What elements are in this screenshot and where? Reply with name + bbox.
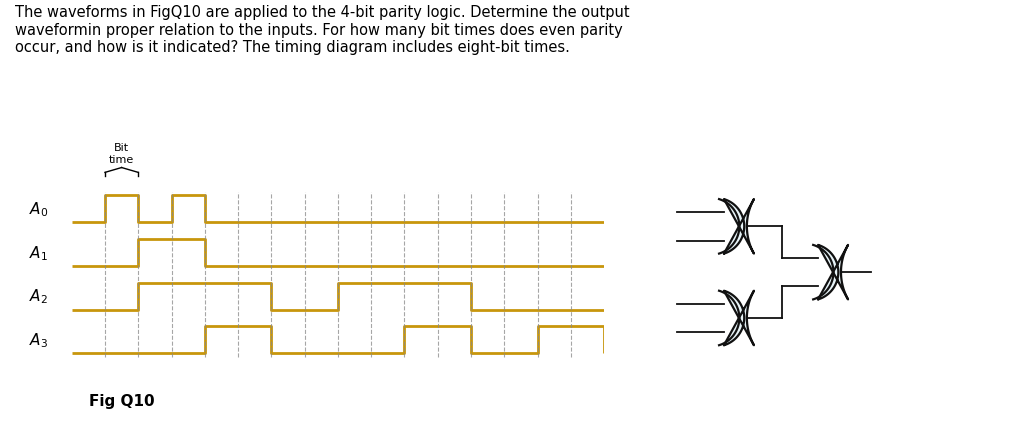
Text: The waveforms in FigQ10 are applied to the 4-bit parity logic. Determine the out: The waveforms in FigQ10 are applied to t… bbox=[15, 5, 630, 55]
Text: Fig Q10: Fig Q10 bbox=[89, 393, 155, 408]
Text: $A_2$: $A_2$ bbox=[30, 287, 48, 306]
Text: $A_0$: $A_0$ bbox=[29, 200, 48, 218]
Polygon shape bbox=[724, 200, 754, 254]
Polygon shape bbox=[724, 291, 754, 345]
Text: $A_1$: $A_1$ bbox=[30, 243, 48, 262]
Text: $A_3$: $A_3$ bbox=[30, 331, 48, 349]
Polygon shape bbox=[818, 245, 848, 299]
Text: Bit
time: Bit time bbox=[109, 143, 134, 164]
